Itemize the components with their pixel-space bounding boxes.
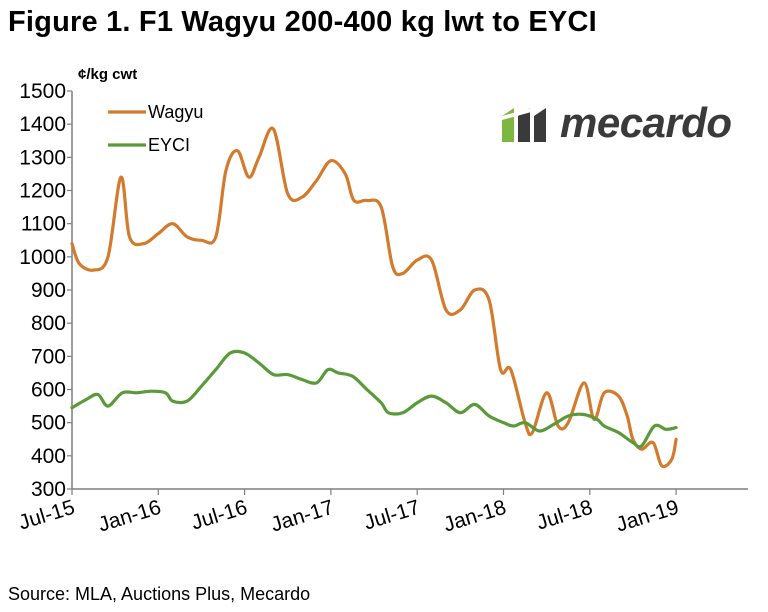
x-tick-label: Jul-16 bbox=[189, 496, 250, 535]
x-tick-label: Jul-15 bbox=[16, 496, 77, 535]
x-tick-label: Jan-17 bbox=[268, 496, 336, 537]
y-tick-label: 1400 bbox=[19, 113, 66, 136]
series-line-eyci bbox=[70, 349, 678, 449]
y-tick-label: 700 bbox=[31, 345, 66, 368]
x-tick-label: Jul-18 bbox=[534, 496, 595, 535]
y-tick-label: 1100 bbox=[21, 213, 66, 236]
y-tick-label: 900 bbox=[31, 279, 66, 302]
legend-label-eyci: EYCI bbox=[148, 135, 190, 155]
legend-label-wagyu: Wagyu bbox=[148, 102, 203, 122]
y-axis-unit-label: ¢/kg cwt bbox=[78, 66, 138, 83]
x-tick-label: Jan-19 bbox=[613, 496, 681, 537]
y-tick-label: 800 bbox=[31, 312, 66, 335]
series-lines bbox=[70, 126, 678, 469]
mecardo-logo-text: mecardo bbox=[560, 99, 732, 146]
x-tick-label: Jan-16 bbox=[96, 496, 164, 537]
axes bbox=[71, 91, 748, 490]
y-axis-ticks: 300 400 500 600 700 800 900 1000 1100 1200 1300 140… bbox=[19, 80, 72, 501]
y-tick-label: 1200 bbox=[19, 180, 66, 203]
y-tick-label: 400 bbox=[31, 445, 66, 468]
x-tick-label: Jul-17 bbox=[361, 496, 422, 535]
mecardo-logo: mecardo bbox=[500, 100, 732, 146]
mecardo-logo-icon bbox=[502, 104, 546, 142]
y-tick-label: 300 bbox=[31, 478, 66, 501]
x-tick-label: Jan-18 bbox=[441, 496, 509, 537]
y-tick-label: 500 bbox=[31, 412, 66, 435]
source-note: Source: MLA, Auctions Plus, Mecardo bbox=[8, 584, 311, 604]
y-tick-label: 1300 bbox=[19, 146, 66, 169]
figure-title: Figure 1. F1 Wagyu 200-400 kg lwt to EYC… bbox=[8, 6, 597, 38]
x-axis-ticks: Jul-15 Jan-16 Jul-16 Jan-17 Jul-17 Jan-18 Jul-… bbox=[16, 489, 682, 537]
legend: Wagyu EYCI bbox=[108, 102, 203, 155]
y-tick-label: 600 bbox=[31, 379, 66, 402]
series-line-wagyu bbox=[70, 126, 678, 469]
y-tick-label: 1500 bbox=[19, 80, 66, 103]
y-tick-label: 1000 bbox=[19, 246, 66, 269]
